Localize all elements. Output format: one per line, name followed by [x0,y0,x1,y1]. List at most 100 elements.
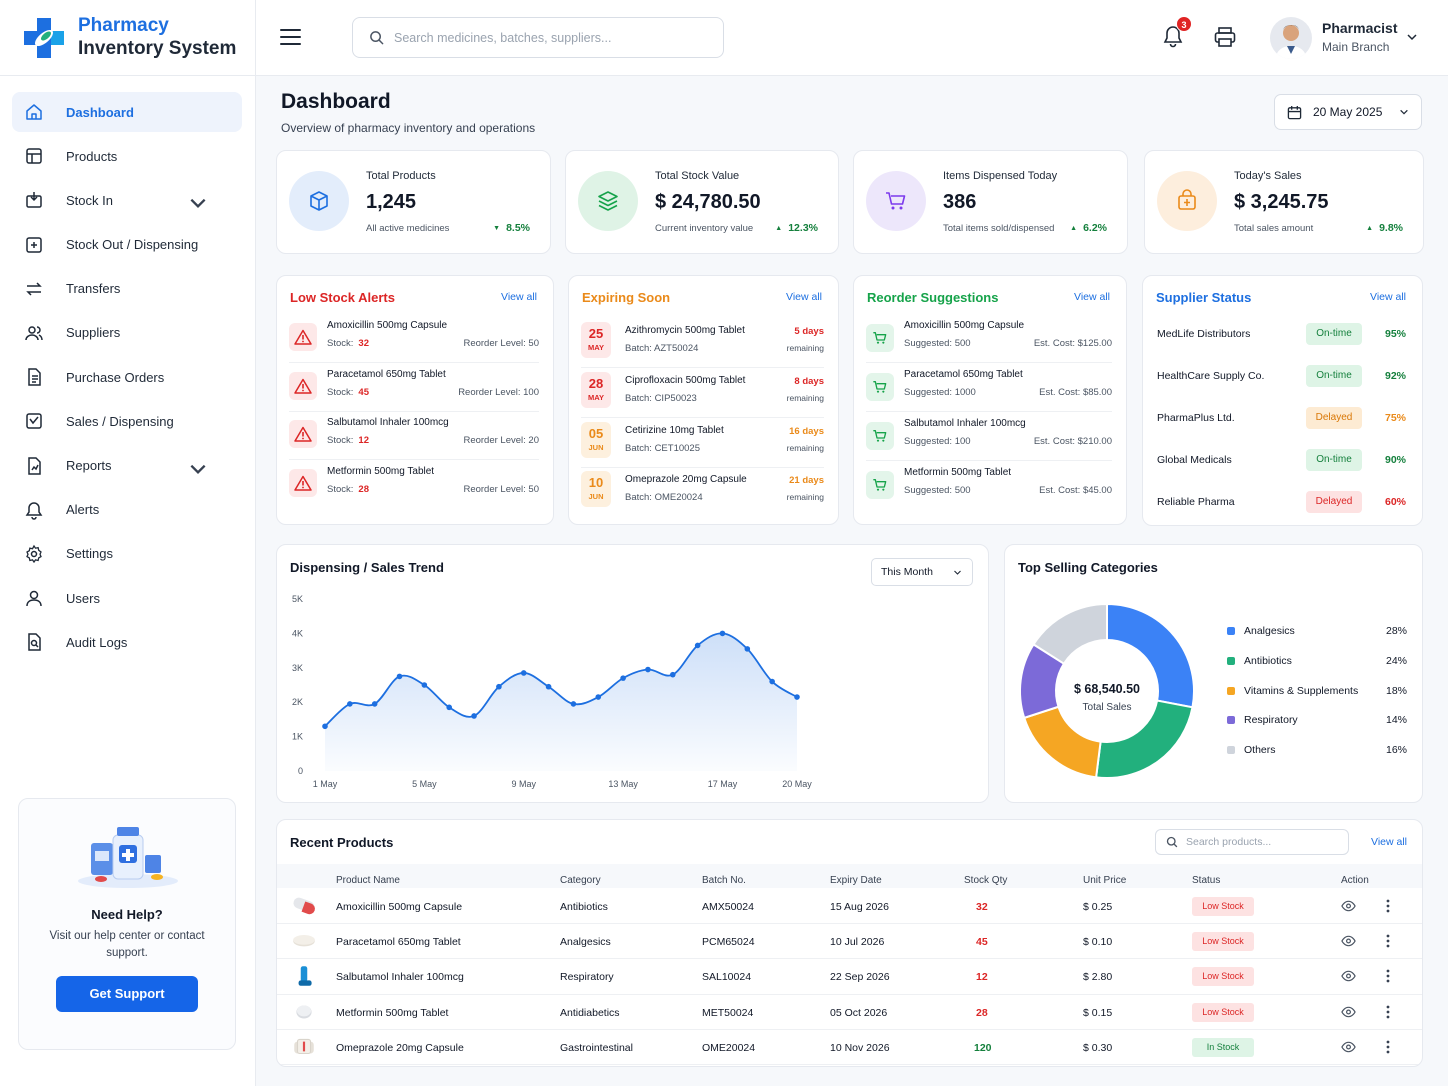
sidebar-item-stock-in[interactable]: Stock In [12,180,242,220]
cart-icon-wrap [866,422,894,450]
help-title: Need Help? [19,907,235,922]
list-item[interactable]: Metformin 500mg Tablet Suggested: 500 Est.… [866,461,1112,510]
trend-point[interactable] [794,694,800,700]
trend-point[interactable] [595,694,601,700]
notifications-button[interactable]: 3 [1162,24,1186,50]
supplier-view-all-link[interactable]: View all [1370,291,1406,303]
sidebar-item-products[interactable]: Products [12,136,242,176]
sidebar-item-transfers[interactable]: Transfers [12,269,242,309]
list-item[interactable]: Salbutamol Inhaler 100mcg Suggested: 100 E… [866,412,1112,461]
column-header[interactable]: Unit Price [1083,875,1126,886]
trend-point[interactable] [620,675,626,681]
trend-point[interactable] [745,646,751,652]
column-header[interactable]: Product Name [336,875,400,886]
trend-point[interactable] [546,684,552,690]
view-button[interactable] [1341,1041,1356,1056]
trend-point[interactable] [670,672,676,678]
column-header[interactable]: Stock Qty [964,875,1007,886]
supplier-row[interactable]: Global Medicals On-time 90% [1157,439,1406,481]
table-row[interactable]: Salbutamol Inhaler 100mcg Respiratory SAL1… [277,959,1422,994]
trend-point[interactable] [322,723,328,729]
list-item[interactable]: 05 JUN Cetirizine 10mg Tablet Batch: CET100… [581,418,824,468]
low-stock-view-all-link[interactable]: View all [501,291,537,303]
list-item[interactable]: 28 MAY Ciprofloxacin 500mg Tablet Batch: CI… [581,368,824,418]
list-item[interactable]: Amoxicillin 500mg Capsule Suggested: 500 E… [866,314,1112,363]
list-item[interactable]: Metformin 500mg Tablet Stock: 28 Reorder Le… [289,460,539,509]
trend-point[interactable] [372,701,378,707]
sidebar-item-sales-dispensing[interactable]: Sales / Dispensing [12,401,242,441]
table-row[interactable]: Amoxicillin 500mg Capsule Antibiotics AMX5… [277,889,1422,924]
cart-icon [884,189,908,213]
more-actions-button[interactable] [1386,1005,1390,1022]
sidebar-item-users[interactable]: Users [12,578,242,618]
trend-point[interactable] [496,684,502,690]
trend-point[interactable] [571,701,577,707]
view-button[interactable] [1341,935,1356,950]
supplier-row[interactable]: MedLife Distributors On-time 95% [1157,313,1406,355]
list-item[interactable]: 10 JUN Omeprazole 20mg Capsule Batch: OME20… [581,467,824,517]
trend-point[interactable] [347,701,353,707]
item-stock: Stock: 12 [327,435,369,446]
supplier-row[interactable]: HealthCare Supply Co. On-time 92% [1157,355,1406,397]
column-header[interactable]: Expiry Date [830,875,882,886]
more-actions-button[interactable] [1386,969,1390,986]
sidebar-item-alerts[interactable]: Alerts [12,490,242,530]
app-logo[interactable]: Pharmacy Inventory System [0,0,255,76]
list-item[interactable]: Salbutamol Inhaler 100mcg Stock: 12 Reorder… [289,411,539,460]
more-actions-button[interactable] [1386,1040,1390,1057]
supplier-row[interactable]: PharmaPlus Ltd. Delayed 75% [1157,397,1406,439]
chevron-down-icon[interactable] [188,459,208,479]
printer-icon[interactable] [1214,27,1236,47]
donut-slice[interactable] [1024,707,1100,778]
avatar[interactable] [1270,17,1312,59]
trend-point[interactable] [521,670,527,676]
more-actions-button[interactable] [1386,934,1390,951]
app-title-line2: Inventory System [78,38,236,61]
hamburger-menu-icon[interactable] [280,28,301,46]
trend-point[interactable] [695,643,701,649]
sidebar-item-audit-logs[interactable]: Audit Logs [12,622,242,662]
view-button[interactable] [1341,1006,1356,1021]
list-item[interactable]: Amoxicillin 500mg Capsule Stock: 32 Reorder… [289,314,539,363]
recent-view-all-link[interactable]: View all [1371,836,1407,848]
table-row[interactable]: Metformin 500mg Tablet Antidiabetics MET50… [277,995,1422,1030]
top-categories-panel: Top Selling Categories $ 68,540.50 Total… [1004,544,1423,803]
expiry-date-badge: 28 MAY [581,372,611,408]
warning-icon [294,378,312,394]
global-search-input[interactable]: Search medicines, batches, suppliers... [352,17,724,58]
column-header[interactable]: Batch No. [702,875,746,886]
trend-point[interactable] [645,667,651,673]
sidebar-item-purchase-orders[interactable]: Purchase Orders [12,357,242,397]
trend-point[interactable] [769,679,775,685]
trend-point[interactable] [446,705,452,711]
more-actions-button[interactable] [1386,899,1390,916]
reorder-level: Reorder Level: 100 [458,387,539,398]
column-header[interactable]: Status [1192,875,1220,886]
trend-point[interactable] [397,674,403,680]
sidebar-item-dashboard[interactable]: Dashboard [12,92,242,132]
table-row[interactable]: Paracetamol 650mg Tablet Analgesics PCM650… [277,924,1422,959]
column-header[interactable]: Action [1341,875,1369,886]
product-search-input[interactable]: Search products... [1155,829,1349,855]
view-button[interactable] [1341,900,1356,915]
date-picker[interactable]: 20 May 2025 [1274,94,1422,130]
sidebar-item-settings[interactable]: Settings [12,534,242,574]
list-item[interactable]: Paracetamol 650mg Tablet Stock: 45 Reorder … [289,363,539,412]
sidebar-item-suppliers[interactable]: Suppliers [12,313,242,353]
sidebar-item-stock-out-dispensing[interactable]: Stock Out / Dispensing [12,225,242,265]
expiring-view-all-link[interactable]: View all [786,291,822,303]
list-item[interactable]: 25 MAY Azithromycin 500mg Tablet Batch: AZT… [581,318,824,368]
reorder-view-all-link[interactable]: View all [1074,291,1110,303]
column-header[interactable]: Category [560,875,601,886]
list-item[interactable]: Paracetamol 650mg Tablet Suggested: 1000 E… [866,363,1112,412]
trend-point[interactable] [720,631,726,637]
trend-point[interactable] [471,713,477,719]
chevron-down-icon[interactable] [188,193,208,213]
chevron-down-icon[interactable] [1406,31,1418,43]
trend-point[interactable] [422,682,428,688]
get-support-button[interactable]: Get Support [56,976,198,1012]
sidebar-item-reports[interactable]: Reports [12,446,242,486]
view-button[interactable] [1341,970,1356,985]
table-row[interactable]: Omeprazole 20mg Capsule Gastrointestinal O… [277,1030,1422,1065]
supplier-row[interactable]: Reliable Pharma Delayed 60% [1157,481,1406,523]
